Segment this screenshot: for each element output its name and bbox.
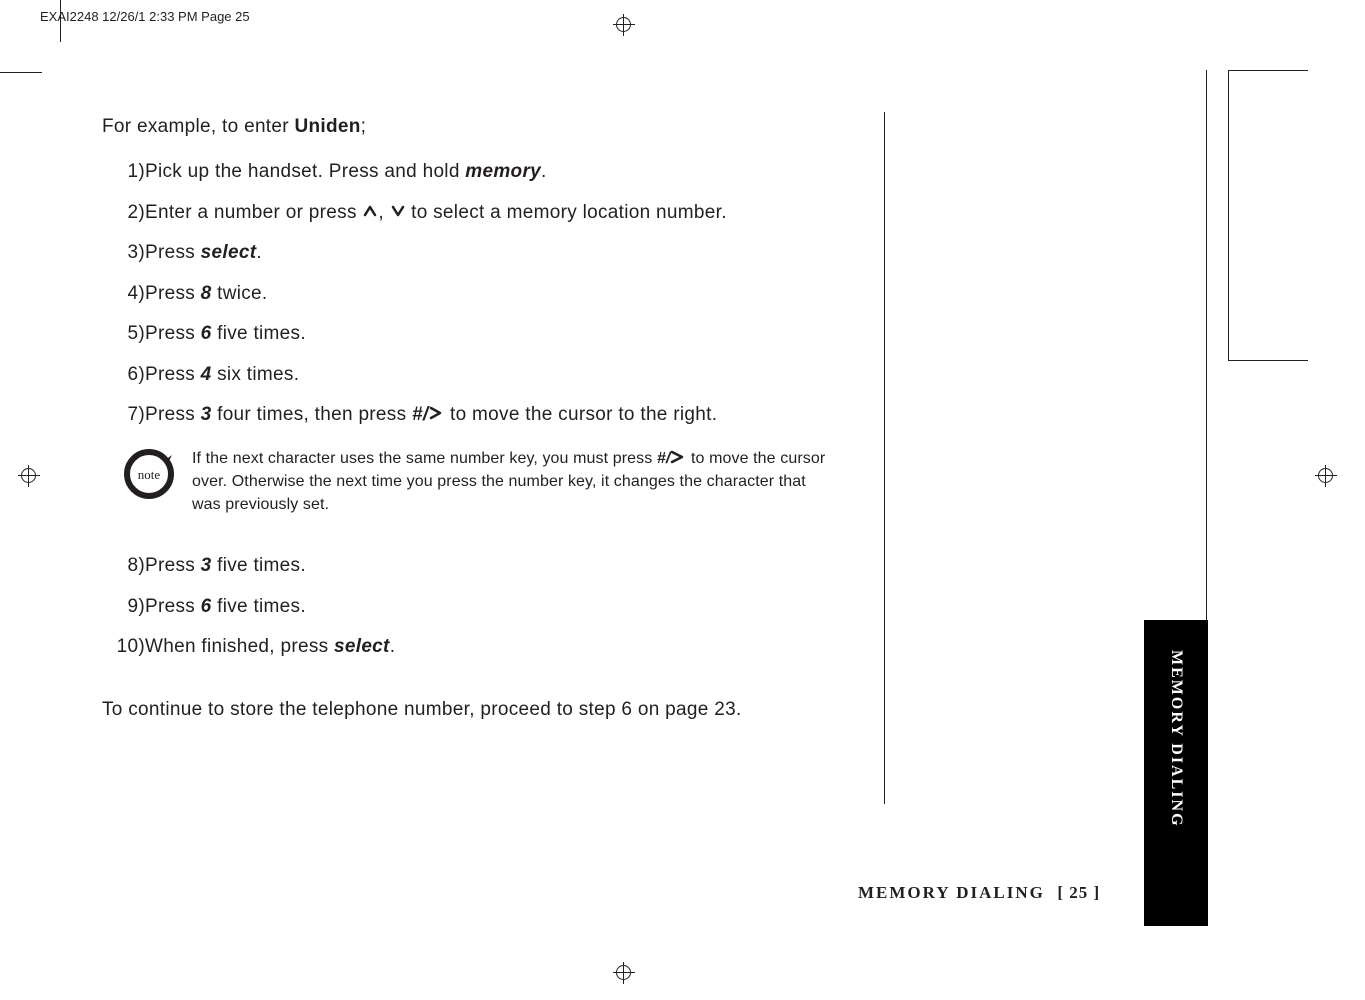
step-row: 2)Enter a number or press , to select a … bbox=[102, 199, 872, 227]
greater-than-icon bbox=[428, 405, 444, 421]
step-text: Press 3 four times, then press #/ to mov… bbox=[145, 401, 717, 429]
step-row: 5)Press 6 five times. bbox=[102, 320, 872, 348]
step-row: 3)Press select. bbox=[102, 239, 872, 267]
closing-line: To continue to store the telephone numbe… bbox=[102, 699, 872, 721]
registration-mark bbox=[613, 962, 635, 984]
page-footer: MEMORY DIALING [ 25 ] bbox=[858, 883, 1100, 903]
note-line2: over. Otherwise the next time you press … bbox=[192, 470, 825, 493]
intro-suffix: ; bbox=[361, 116, 367, 137]
note-line1a: If the next character uses the same numb… bbox=[192, 450, 657, 467]
step-number: 4) bbox=[102, 280, 145, 308]
page-frame-line bbox=[1228, 70, 1229, 360]
down-arrow-icon bbox=[390, 203, 406, 219]
step-number: 8) bbox=[102, 552, 145, 580]
step-row: 8)Press 3 five times. bbox=[102, 552, 872, 580]
page-frame-line bbox=[1228, 360, 1308, 361]
step-number: 1) bbox=[102, 158, 145, 186]
registration-mark bbox=[1315, 465, 1337, 487]
page-content: For example, to enter Uniden; 1)Pick up … bbox=[102, 116, 872, 721]
note-text: If the next character uses the same numb… bbox=[192, 447, 825, 517]
step-number: 5) bbox=[102, 320, 145, 348]
greater-than-icon bbox=[670, 450, 686, 464]
crop-mark bbox=[0, 72, 42, 73]
registration-mark bbox=[18, 465, 40, 487]
step-row: 7)Press 3 four times, then press #/ to m… bbox=[102, 401, 872, 429]
note-icon-label: note bbox=[138, 467, 161, 482]
step-row: 4)Press 8 twice. bbox=[102, 280, 872, 308]
note-line1c: to move the cursor bbox=[686, 450, 825, 467]
step-row: 1)Pick up the handset. Press and hold me… bbox=[102, 158, 872, 186]
intro-line: For example, to enter Uniden; bbox=[102, 116, 872, 138]
step-text: Press select. bbox=[145, 239, 262, 267]
up-arrow-icon bbox=[362, 203, 378, 219]
note-line3: was previously set. bbox=[192, 493, 825, 516]
step-row: 9)Press 6 five times. bbox=[102, 593, 872, 621]
note-block: note If the next character uses the same… bbox=[124, 447, 894, 517]
step-text: Pick up the handset. Press and hold memo… bbox=[145, 158, 547, 186]
footer-page: [ 25 ] bbox=[1057, 883, 1100, 902]
footer-section: MEMORY DIALING bbox=[858, 883, 1045, 902]
step-text: Press 6 five times. bbox=[145, 593, 306, 621]
steps-list-a: 1)Pick up the handset. Press and hold me… bbox=[102, 158, 872, 429]
step-text: Enter a number or press , to select a me… bbox=[145, 199, 727, 227]
step-number: 10) bbox=[102, 633, 145, 661]
step-number: 7) bbox=[102, 401, 145, 429]
step-text: When finished, press select. bbox=[145, 633, 395, 661]
step-number: 9) bbox=[102, 593, 145, 621]
print-slug: EXAI2248 12/26/1 2:33 PM Page 25 bbox=[40, 9, 250, 24]
intro-bold: Uniden bbox=[294, 116, 360, 137]
step-row: 6)Press 4 six times. bbox=[102, 361, 872, 389]
intro-prefix: For example, to enter bbox=[102, 116, 294, 137]
step-number: 6) bbox=[102, 361, 145, 389]
step-text: Press 4 six times. bbox=[145, 361, 299, 389]
registration-mark bbox=[613, 14, 635, 36]
side-tab-label: MEMORY DIALING bbox=[1154, 650, 1198, 898]
step-text: Press 8 twice. bbox=[145, 280, 267, 308]
step-number: 2) bbox=[102, 199, 145, 227]
page-frame-line bbox=[1228, 70, 1308, 71]
step-text: Press 3 five times. bbox=[145, 552, 306, 580]
note-icon: note bbox=[124, 449, 174, 499]
note-hash: #/ bbox=[657, 450, 671, 467]
step-text: Press 6 five times. bbox=[145, 320, 306, 348]
step-number: 3) bbox=[102, 239, 145, 267]
steps-list-b: 8)Press 3 five times.9)Press 6 five time… bbox=[102, 552, 872, 661]
step-row: 10)When finished, press select. bbox=[102, 633, 872, 661]
